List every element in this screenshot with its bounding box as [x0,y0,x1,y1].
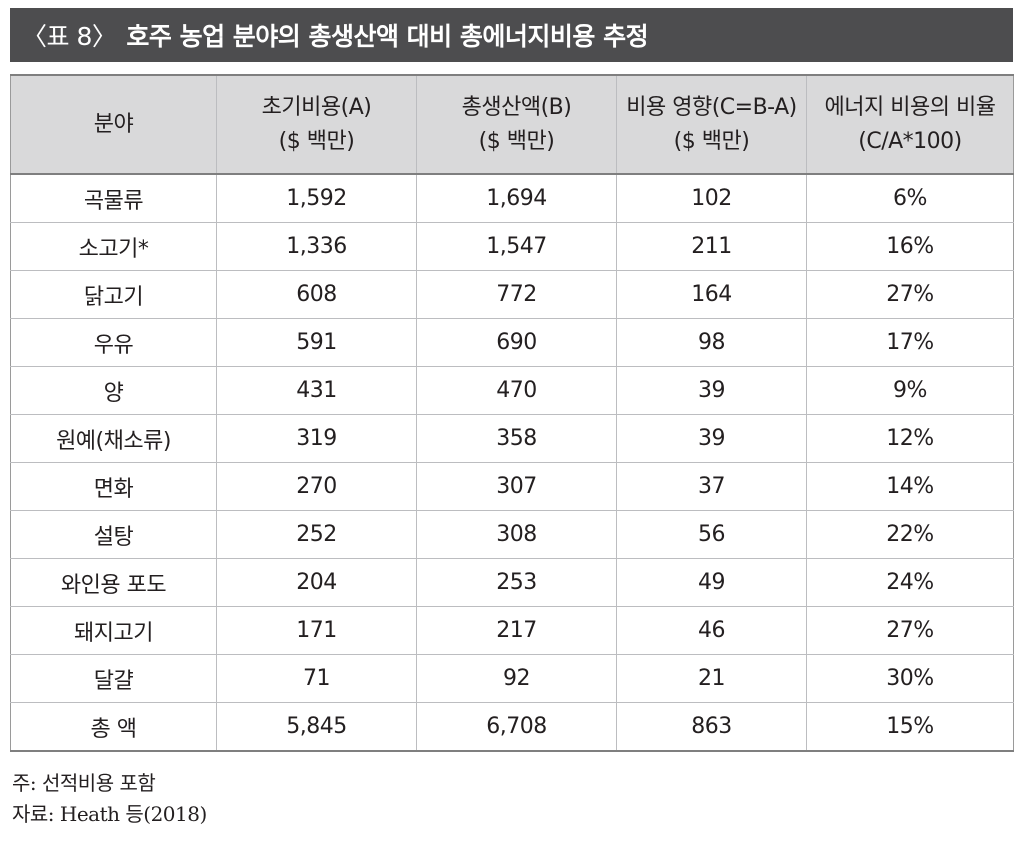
cell-initial-cost: 1,592 [216,174,417,223]
cell-cost-impact: 102 [616,174,807,223]
cell-gross-production: 772 [416,270,617,319]
header-energy-cost-ratio-label: 에너지 비용의 비율 [824,94,996,120]
cell-gross-production: 253 [416,558,617,607]
cell-gross-production: 1,694 [416,174,617,223]
cell-gross-production: 217 [416,606,617,655]
cell-sector: 원예(채소류) [10,414,217,463]
header-sector: 분야 [10,74,217,175]
cell-energy-ratio: 6% [806,174,1014,223]
header-energy-cost-ratio: 에너지 비용의 비율 (C/A*100) [806,74,1014,175]
table-row: 달걀 71 92 21 30% [10,654,1014,703]
cell-gross-production: 358 [416,414,617,463]
table-row: 돼지고기 171 217 46 27% [10,606,1014,655]
header-gross-production-unit: ($ 백만) [478,128,555,154]
cell-energy-ratio: 14% [806,462,1014,511]
cell-sector: 소고기* [10,222,217,271]
table-row: 우유 591 690 98 17% [10,318,1014,367]
table-row-total: 총 액 5,845 6,708 863 15% [10,702,1014,752]
cell-sector: 닭고기 [10,270,217,319]
cell-initial-cost: 71 [216,654,417,703]
cell-energy-ratio: 30% [806,654,1014,703]
cell-sector: 설탕 [10,510,217,559]
source-text: 자료: Heath 등(2018) [12,802,207,826]
cell-energy-ratio: 27% [806,270,1014,319]
cell-gross-production: 6,708 [416,702,617,752]
cell-sector: 돼지고기 [10,606,217,655]
cell-sector: 우유 [10,318,217,367]
cell-gross-production: 1,547 [416,222,617,271]
cell-initial-cost: 591 [216,318,417,367]
cell-cost-impact: 37 [616,462,807,511]
cell-initial-cost: 171 [216,606,417,655]
cell-sector: 곡물류 [10,174,217,223]
header-sector-label: 분야 [93,111,134,137]
cell-cost-impact: 21 [616,654,807,703]
cell-cost-impact: 39 [616,366,807,415]
header-initial-cost: 초기비용(A) ($ 백만) [216,74,417,175]
cell-gross-production: 470 [416,366,617,415]
table-row: 양 431 470 39 9% [10,366,1014,415]
table-header: 분야 초기비용(A) ($ 백만) 총생산액(B) ($ 백만) 비용 영향(C… [10,74,1014,175]
header-cost-impact: 비용 영향(C=B-A) ($ 백만) [616,74,807,175]
note-text: 주: 선적비용 포함 [12,771,156,795]
header-row: 분야 초기비용(A) ($ 백만) 총생산액(B) ($ 백만) 비용 영향(C… [10,74,1014,175]
table-row: 면화 270 307 37 14% [10,462,1014,511]
header-gross-production-label: 총생산액(B) [461,94,572,120]
cell-gross-production: 307 [416,462,617,511]
cell-cost-impact: 56 [616,510,807,559]
header-cost-impact-label: 비용 영향(C=B-A) [626,94,797,120]
table-title: 호주 농업 분야의 총생산액 대비 총에너지비용 추정 [126,22,649,51]
header-initial-cost-label: 초기비용(A) [261,94,372,120]
cell-initial-cost: 319 [216,414,417,463]
cell-sector: 달걀 [10,654,217,703]
cell-energy-ratio: 27% [806,606,1014,655]
cell-cost-impact: 46 [616,606,807,655]
cell-energy-ratio: 16% [806,222,1014,271]
cell-sector: 면화 [10,462,217,511]
cell-initial-cost: 431 [216,366,417,415]
table-row: 소고기* 1,336 1,547 211 16% [10,222,1014,271]
cell-energy-ratio: 15% [806,702,1014,752]
cell-energy-ratio: 9% [806,366,1014,415]
energy-cost-table: 분야 초기비용(A) ($ 백만) 총생산액(B) ($ 백만) 비용 영향(C… [10,74,1014,752]
cell-gross-production: 690 [416,318,617,367]
table-row: 와인용 포도 204 253 49 24% [10,558,1014,607]
table-notes: 주: 선적비용 포함 자료: Heath 등(2018) [12,768,207,830]
cell-energy-ratio: 22% [806,510,1014,559]
table-row: 설탕 252 308 56 22% [10,510,1014,559]
table-row: 곡물류 1,592 1,694 102 6% [10,174,1014,223]
cell-sector: 총 액 [10,702,217,752]
header-initial-cost-unit: ($ 백만) [278,128,355,154]
cell-energy-ratio: 17% [806,318,1014,367]
table-body: 곡물류 1,592 1,694 102 6% 소고기* 1,336 1,547 … [10,174,1014,752]
cell-cost-impact: 211 [616,222,807,271]
cell-energy-ratio: 12% [806,414,1014,463]
header-cost-impact-unit: ($ 백만) [673,128,750,154]
cell-gross-production: 92 [416,654,617,703]
cell-cost-impact: 98 [616,318,807,367]
table-title-bar: 〈표 8〉 호주 농업 분야의 총생산액 대비 총에너지비용 추정 [10,8,1013,62]
table-number: 〈표 8〉 [22,22,117,51]
cell-initial-cost: 252 [216,510,417,559]
header-gross-production: 총생산액(B) ($ 백만) [416,74,617,175]
cell-cost-impact: 49 [616,558,807,607]
cell-sector: 양 [10,366,217,415]
cell-initial-cost: 270 [216,462,417,511]
cell-initial-cost: 608 [216,270,417,319]
header-energy-cost-ratio-unit: (C/A*100) [858,128,962,154]
cell-cost-impact: 164 [616,270,807,319]
cell-initial-cost: 5,845 [216,702,417,752]
cell-energy-ratio: 24% [806,558,1014,607]
table-row: 원예(채소류) 319 358 39 12% [10,414,1014,463]
table-row: 닭고기 608 772 164 27% [10,270,1014,319]
cell-cost-impact: 863 [616,702,807,752]
cell-sector: 와인용 포도 [10,558,217,607]
cell-cost-impact: 39 [616,414,807,463]
cell-gross-production: 308 [416,510,617,559]
cell-initial-cost: 1,336 [216,222,417,271]
cell-initial-cost: 204 [216,558,417,607]
